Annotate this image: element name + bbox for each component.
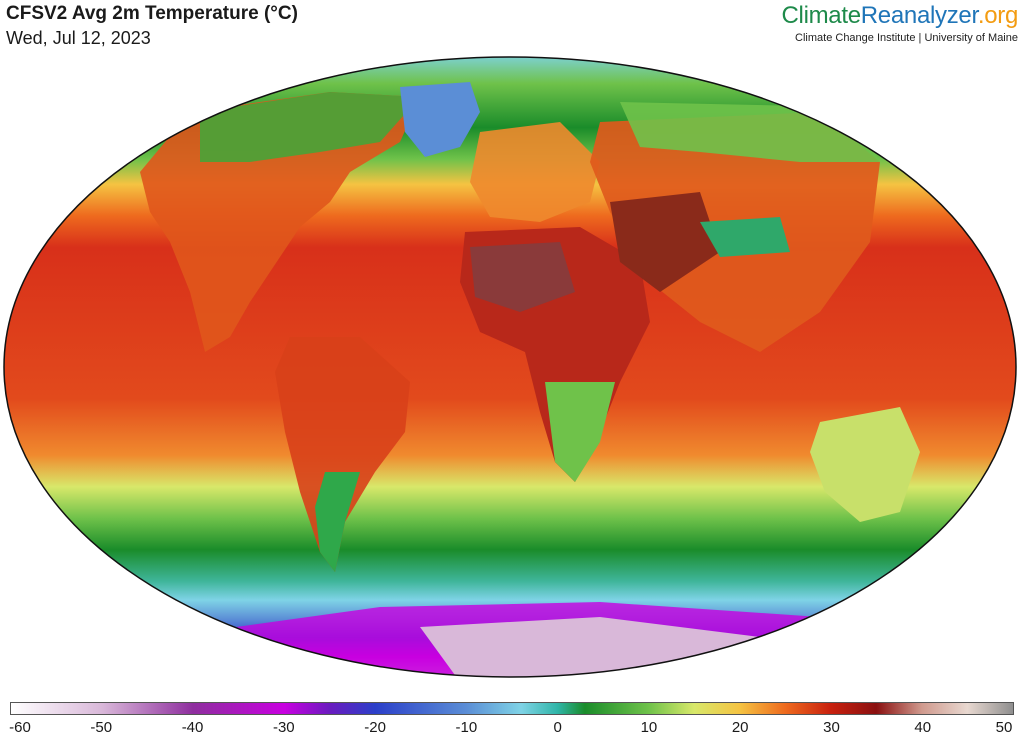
colorbar-tick-label: 50 bbox=[995, 719, 1013, 736]
colorbar-tick-label: -20 bbox=[364, 719, 386, 736]
middle-east-hot bbox=[610, 192, 720, 292]
map-title: CFSV2 Avg 2m Temperature (°C) bbox=[6, 3, 298, 24]
tibet bbox=[700, 217, 790, 257]
temperature-colorbar bbox=[10, 702, 1014, 715]
brand-part-climate: Climate bbox=[781, 2, 862, 29]
colorbar-tick-label: 20 bbox=[731, 719, 749, 736]
colorbar-tick-label: 30 bbox=[823, 719, 840, 736]
colorbar-tick-label: -10 bbox=[455, 719, 478, 736]
south-america bbox=[275, 337, 410, 572]
colorbar-tick-label: -60 bbox=[9, 719, 31, 736]
temperature-map[interactable] bbox=[0, 52, 1024, 682]
colorbar-tick-label: 40 bbox=[914, 719, 932, 736]
map-date: Wed, Jul 12, 2023 bbox=[6, 28, 151, 48]
map-border bbox=[3, 56, 1017, 678]
map-svg bbox=[3, 56, 1017, 678]
colorbar-tick-labels: -60 -50 -40 -30 -20 -10 0 10 20 30 40 50 bbox=[0, 719, 1024, 739]
canada-north bbox=[200, 92, 420, 162]
southern-africa bbox=[545, 382, 615, 482]
colorbar-tick-label: -30 bbox=[272, 719, 295, 736]
colorbar-tick-label: 10 bbox=[640, 719, 658, 736]
sahara bbox=[470, 242, 575, 312]
brand-part-reanalyzer: Reanalyzer bbox=[860, 2, 978, 29]
brand-affiliation: Climate Change Institute | University of… bbox=[795, 32, 1018, 44]
europe bbox=[470, 122, 600, 222]
brand-part-org: .org bbox=[977, 2, 1018, 29]
colorbar-tick-label: 0 bbox=[553, 719, 562, 736]
south-america-south bbox=[315, 472, 360, 572]
colorbar-tick-label: -40 bbox=[181, 719, 204, 736]
greenland bbox=[400, 82, 480, 157]
brand-logo[interactable]: ClimateReanalyzer.org bbox=[782, 2, 1019, 30]
colorbar-tick-label: -50 bbox=[90, 719, 113, 736]
australia bbox=[810, 407, 920, 522]
